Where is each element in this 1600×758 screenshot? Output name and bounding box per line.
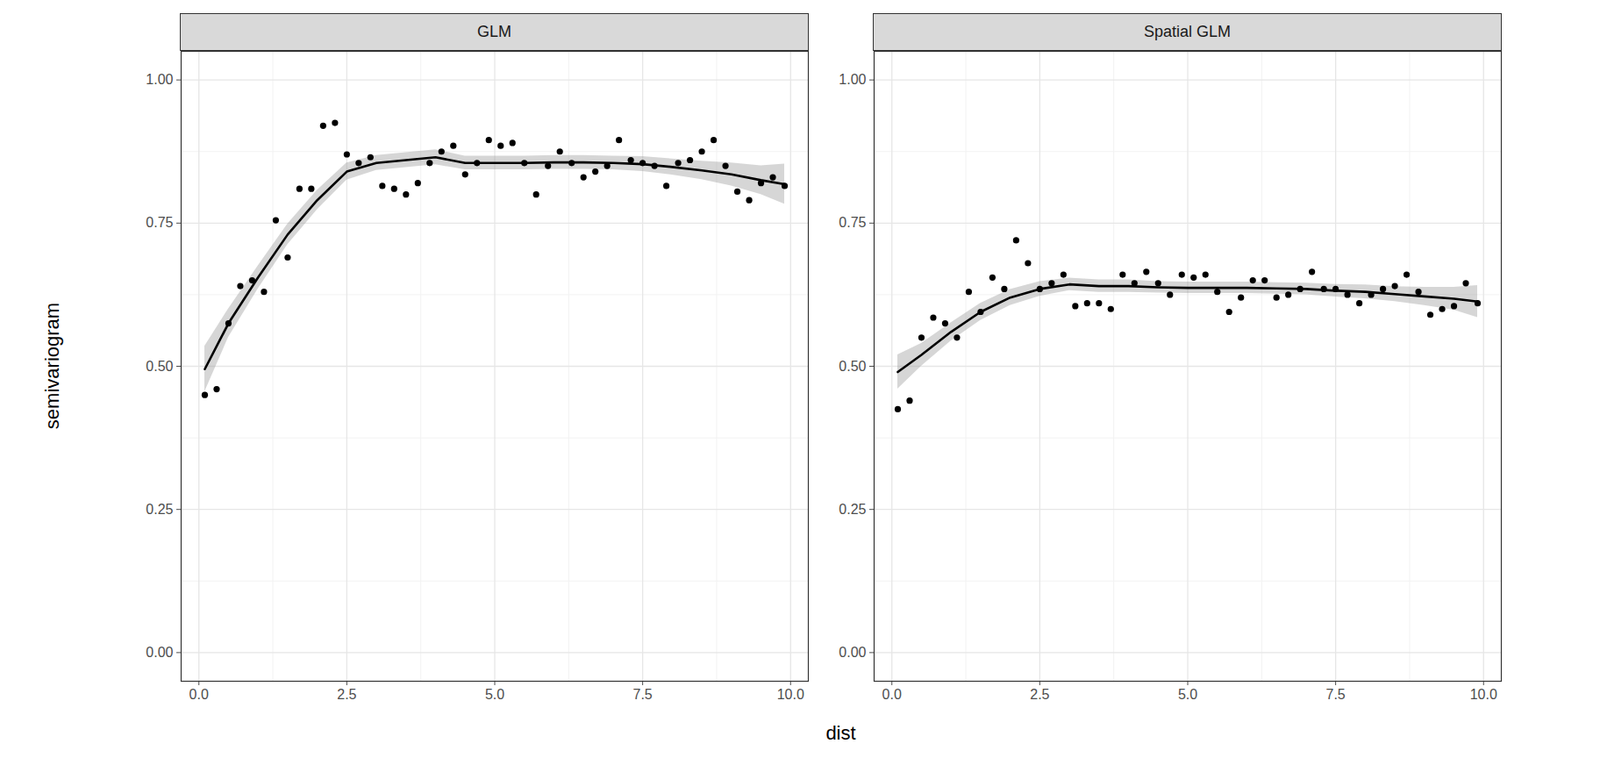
html-text:GLM: GLM xyxy=(477,22,512,41)
svg-text:5.0: 5.0 xyxy=(1178,686,1198,702)
svg-text:2.5: 2.5 xyxy=(336,686,357,702)
svg-text:7.5: 7.5 xyxy=(633,686,653,702)
html-text:semivariogram: semivariogram xyxy=(41,302,64,430)
html-text:dist: dist xyxy=(825,721,856,744)
svg-text:0.0: 0.0 xyxy=(882,686,902,702)
svg-text:0.75: 0.75 xyxy=(838,214,866,230)
svg-text:10.0: 10.0 xyxy=(1470,686,1498,702)
svg-text:0.75: 0.75 xyxy=(145,214,173,230)
svg-text:0.25: 0.25 xyxy=(145,501,173,517)
svg-text:0.00: 0.00 xyxy=(145,644,173,660)
svg-text:1.00: 1.00 xyxy=(838,71,866,87)
html-text:Spatial GLM: Spatial GLM xyxy=(1143,22,1231,41)
svg-text:0.50: 0.50 xyxy=(838,358,866,374)
svg-text:0.00: 0.00 xyxy=(838,644,866,660)
svg-text:2.5: 2.5 xyxy=(1029,686,1050,702)
svg-text:0.25: 0.25 xyxy=(838,501,866,517)
svg-text:0.0: 0.0 xyxy=(189,686,209,702)
svg-text:0.50: 0.50 xyxy=(145,358,173,374)
svg-text:10.0: 10.0 xyxy=(777,686,805,702)
svg-text:1.00: 1.00 xyxy=(145,71,173,87)
svg-text:7.5: 7.5 xyxy=(1326,686,1346,702)
svg-text:5.0: 5.0 xyxy=(485,686,505,702)
